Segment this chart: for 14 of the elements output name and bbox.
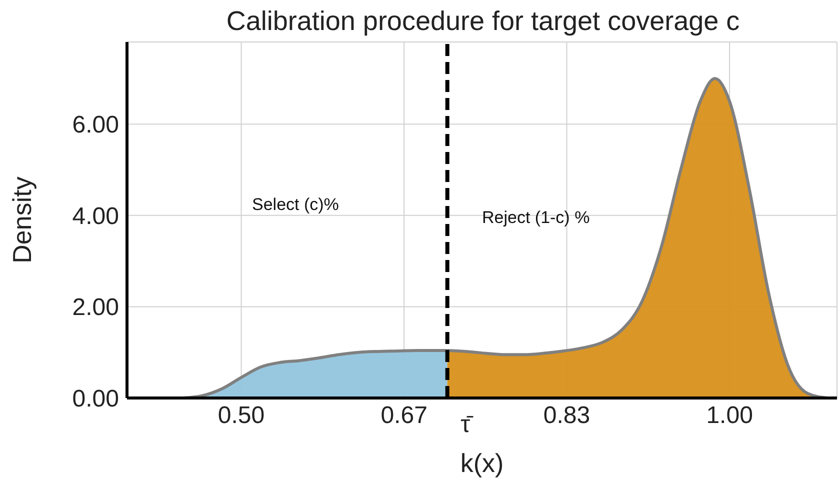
x-tick-label: 0.50 (218, 402, 265, 430)
annotation: Select (c)% (252, 195, 339, 215)
ref-line-label: τ̄ (460, 411, 474, 438)
x-tick-label: 0.83 (543, 402, 590, 430)
y-tick-label: 0.00 (72, 386, 119, 413)
annotation: Reject (1-c) % (482, 208, 590, 228)
chart-title: Calibration procedure for target coverage c (225, 6, 741, 37)
y-tick-label: 2.00 (72, 294, 119, 322)
x-tick-label: 1.00 (706, 402, 753, 430)
y-tick-label: 4.00 (72, 202, 119, 230)
y-axis-title: Density (7, 176, 38, 264)
x-axis-title: k(x) (460, 448, 504, 478)
x-tick-label: 0.67 (380, 402, 428, 430)
y-tick-label: 6.00 (72, 112, 119, 139)
